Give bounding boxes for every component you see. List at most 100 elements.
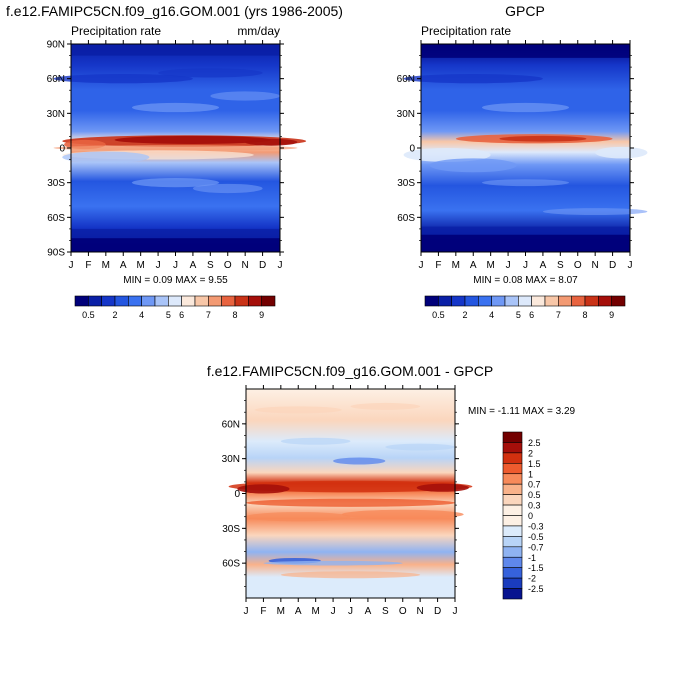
x-tick-label: D <box>434 606 441 617</box>
x-tick-label: J <box>173 260 178 271</box>
colorbar-swatch <box>502 452 523 464</box>
colorbar-swatch <box>571 295 586 307</box>
panel-model-stats: MIN = 0.09 MAX = 9.55 <box>123 275 228 286</box>
contour-band <box>71 228 280 239</box>
colorbar-swatch <box>502 556 523 568</box>
contour-region <box>341 509 464 520</box>
y-tick-label: 30S <box>47 178 65 189</box>
contour-band <box>421 226 630 235</box>
x-tick-label: D <box>259 260 266 271</box>
colorbar-swatch <box>598 295 612 307</box>
y-tick-label: 30N <box>397 109 415 120</box>
colorbar-swatch <box>502 525 523 537</box>
colorbar-swatch <box>101 295 116 307</box>
colorbar-label: 7 <box>206 310 211 320</box>
y-tick-label: 60S <box>47 213 65 224</box>
contour-region <box>131 102 220 113</box>
contour-region <box>158 68 263 78</box>
colorbar-label: 8 <box>232 310 237 320</box>
x-tick-label: S <box>382 606 389 617</box>
colorbar-swatch <box>261 295 276 307</box>
x-tick-label: J <box>453 606 458 617</box>
panel-model-y-axis: 90N 60N 30N 0 30S 60S 90S <box>47 40 284 259</box>
panel-obs-title: GPCP <box>505 3 545 19</box>
x-tick-label: J <box>278 260 283 271</box>
colorbar-swatch <box>168 295 182 307</box>
colorbar-swatch <box>194 295 209 307</box>
panel-diff-title: f.e12.FAMIPC5CN.f09_g16.GOM.001 - GPCP <box>207 363 493 379</box>
colorbar-swatch <box>584 295 599 307</box>
colorbar-label: 7 <box>556 310 561 320</box>
contour-region <box>481 102 570 113</box>
x-tick-label: M <box>311 606 319 617</box>
colorbar-label: 5 <box>166 310 171 320</box>
colorbar-label: -0.3 <box>528 521 544 531</box>
contour-region <box>385 443 455 451</box>
colorbar-swatch <box>451 295 466 307</box>
colorbar-label: 6 <box>529 310 534 320</box>
colorbar-label: -0.7 <box>528 542 544 552</box>
colorbar-label: 1 <box>528 469 533 479</box>
x-tick-label: A <box>540 260 547 271</box>
colorbar-label: -2.5 <box>528 584 544 594</box>
colorbar-label: 6 <box>179 310 184 320</box>
x-tick-label: S <box>207 260 214 271</box>
contour-region <box>403 148 491 162</box>
colorbar-label: 4 <box>489 310 494 320</box>
x-tick-label: N <box>417 606 424 617</box>
x-tick-label: M <box>102 260 110 271</box>
colorbar-label: 9 <box>609 310 614 320</box>
x-tick-label: A <box>120 260 127 271</box>
x-tick-label: O <box>574 260 582 271</box>
x-tick-label: M <box>277 606 285 617</box>
contour-region <box>254 406 342 414</box>
y-tick-label: 90S <box>47 248 65 259</box>
contour-region <box>131 178 220 188</box>
contour-region <box>263 560 403 566</box>
y-tick-label: 60N <box>222 419 240 430</box>
colorbar-label: -0.5 <box>528 532 544 542</box>
colorbar-swatch <box>502 494 523 506</box>
x-tick-label: F <box>435 260 441 271</box>
x-tick-label: J <box>69 260 74 271</box>
colorbar-swatch <box>154 295 169 307</box>
contour-region <box>245 138 298 146</box>
y-tick-label: 0 <box>409 144 415 155</box>
contour-region <box>62 151 150 164</box>
y-tick-label: 30N <box>222 454 240 465</box>
contour-region <box>481 179 570 187</box>
colorbar-label: 2 <box>528 448 533 458</box>
x-tick-label: J <box>331 606 336 617</box>
colorbar-swatch <box>141 295 156 307</box>
colorbar-swatch <box>478 295 492 307</box>
colorbar-swatch <box>74 295 89 307</box>
contour-region <box>403 74 543 84</box>
colorbar-swatch <box>502 504 523 516</box>
colorbar-label: 0.5 <box>432 310 445 320</box>
contour-region <box>429 158 517 173</box>
x-tick-label: D <box>609 260 616 271</box>
y-tick-label: 60S <box>397 213 415 224</box>
contour-region <box>416 483 469 492</box>
colorbar-swatch <box>181 295 196 307</box>
panel-obs-features <box>403 44 648 252</box>
colorbar-label: 1.5 <box>528 459 541 469</box>
y-tick-label: 0 <box>59 144 65 155</box>
contour-region <box>280 571 421 579</box>
colorbar-swatch <box>464 295 479 307</box>
colorbar-swatch <box>502 515 523 527</box>
colorbar-swatch <box>502 536 523 548</box>
colorbar-swatch <box>502 473 523 485</box>
x-tick-label: J <box>628 260 633 271</box>
panel-diff-stats: MIN = -1.11 MAX = 3.29 <box>468 406 576 417</box>
colorbar-swatch <box>208 295 222 307</box>
x-tick-label: J <box>419 260 424 271</box>
colorbar-swatch <box>234 295 249 307</box>
colorbar-label: 2.5 <box>528 438 541 448</box>
colorbar-swatch <box>221 295 236 307</box>
colorbar-swatch <box>502 588 523 600</box>
